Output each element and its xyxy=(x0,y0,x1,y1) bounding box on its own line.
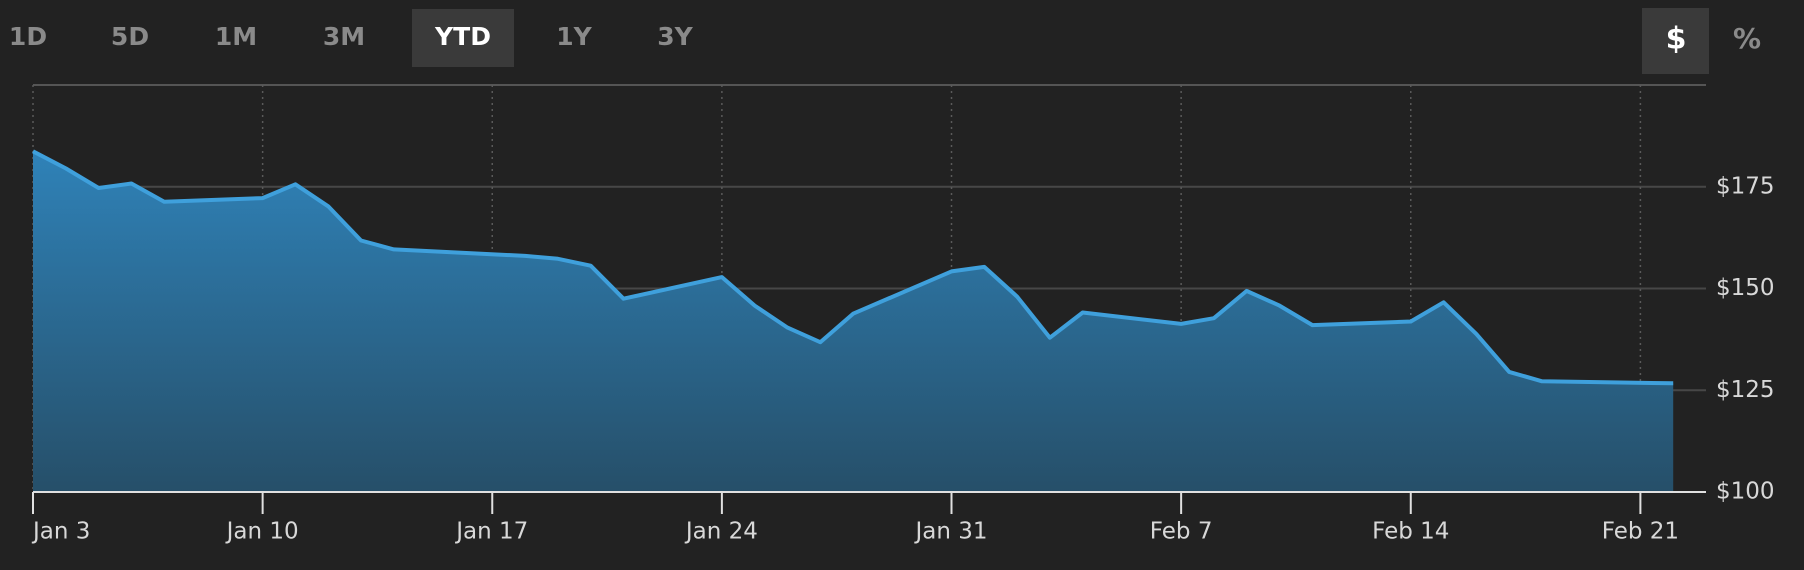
line xyxy=(32,149,1674,386)
unit-button-bg xyxy=(1642,8,1709,74)
x-tick-label: Jan 17 xyxy=(454,519,528,545)
area xyxy=(33,151,1674,493)
range-button[interactable]: 5D xyxy=(111,22,149,51)
x-tick-label: Feb 14 xyxy=(1372,519,1449,545)
y-tick-label: $100 xyxy=(1716,479,1775,505)
x-tick-label: Jan 31 xyxy=(913,519,987,545)
range-button[interactable]: 1Y xyxy=(556,22,592,51)
y-tick-label: $125 xyxy=(1716,377,1775,403)
x-tick-label: Jan 3 xyxy=(31,519,90,545)
x-tick-label: Feb 7 xyxy=(1150,519,1213,545)
x-tick-label: Feb 21 xyxy=(1602,519,1679,545)
range-button-bg xyxy=(412,9,514,67)
range-button[interactable]: 3Y xyxy=(657,22,693,51)
range-button[interactable]: YTD xyxy=(434,22,491,51)
range-button[interactable]: 3M xyxy=(323,22,365,51)
x-tick-label: Jan 24 xyxy=(684,519,758,545)
range-button[interactable]: 1D xyxy=(9,22,47,51)
unit-button[interactable]: $ xyxy=(1666,22,1687,57)
unit-button[interactable]: % xyxy=(1733,22,1761,55)
range-button[interactable]: 1M xyxy=(215,22,257,51)
x-tick-label: Jan 10 xyxy=(225,519,299,545)
y-tick-label: $150 xyxy=(1716,275,1775,301)
y-tick-label: $175 xyxy=(1716,173,1775,199)
